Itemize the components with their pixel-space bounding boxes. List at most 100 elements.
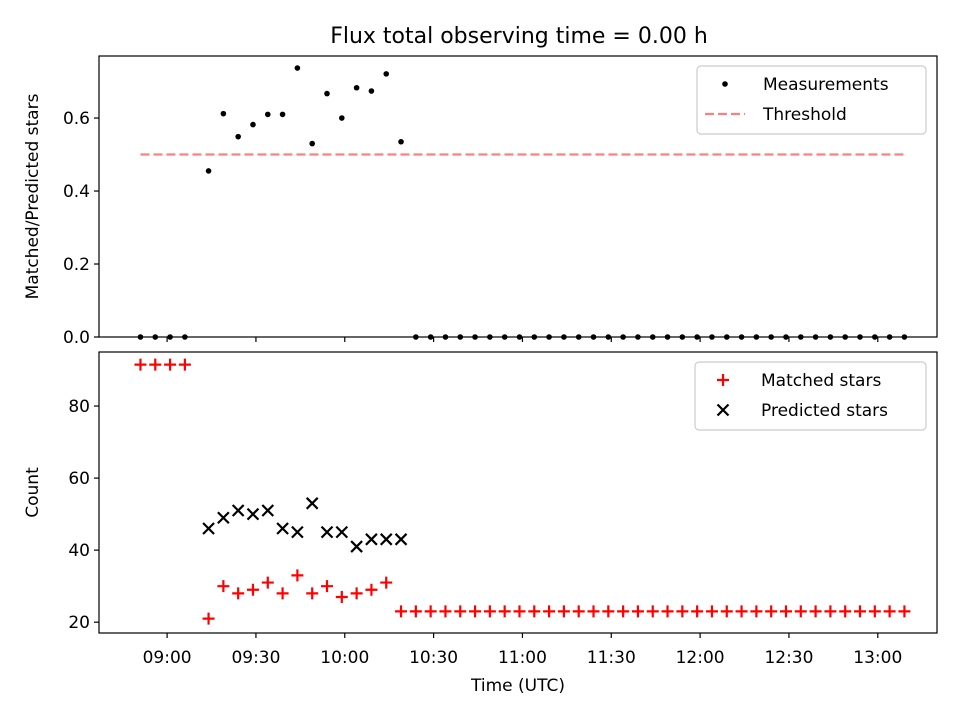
x-tick-label: 09:00 <box>143 648 192 668</box>
legend: Measurements Threshold <box>696 65 927 135</box>
chart-title: Flux total observing time = 0.00 h <box>330 24 708 49</box>
legend-label: Measurements <box>763 75 889 95</box>
data-point <box>661 605 674 618</box>
y-tick-label: 0.2 <box>63 255 90 275</box>
data-point <box>350 540 363 553</box>
data-point <box>294 65 301 71</box>
data-point <box>779 605 792 618</box>
data-point <box>617 605 630 618</box>
y-tick-label: 0.4 <box>63 182 90 202</box>
x-tick-label: 11:30 <box>587 648 636 668</box>
data-point <box>365 583 378 596</box>
legend-label: Predicted stars <box>761 401 888 421</box>
data-point <box>528 605 541 618</box>
legend-box <box>696 65 927 135</box>
data-point <box>631 605 644 618</box>
data-point <box>735 605 748 618</box>
data-point <box>205 168 212 174</box>
data-point <box>587 605 600 618</box>
data-point <box>854 605 867 618</box>
data-point <box>246 507 260 521</box>
data-point <box>750 605 763 618</box>
y-axis-label: Count <box>23 467 43 518</box>
count-panel: 20 40 60 80 09:00 09:30 10:00 10:30 11:00 11:30 12… <box>23 351 938 696</box>
x-tick-label: 13:00 <box>853 648 902 668</box>
data-point <box>383 71 390 77</box>
data-point <box>353 84 360 91</box>
data-point <box>217 511 230 524</box>
axes-frame <box>98 55 938 338</box>
axes-frame <box>98 351 938 634</box>
data-point <box>809 605 822 618</box>
data-point <box>409 605 422 618</box>
x-tick-label: 09:30 <box>231 648 280 668</box>
data-point <box>134 358 147 371</box>
data-point <box>324 90 330 97</box>
data-point <box>572 605 585 618</box>
data-point <box>368 88 375 94</box>
data-point <box>306 587 319 600</box>
x-tick-label: 12:30 <box>764 648 813 668</box>
data-point <box>232 587 245 600</box>
data-point <box>765 605 778 618</box>
data-point <box>868 605 881 618</box>
x-tick-label: 10:30 <box>409 648 458 668</box>
data-point <box>291 569 304 582</box>
data-point <box>379 533 393 546</box>
data-point <box>557 605 570 618</box>
data-point <box>691 605 704 618</box>
data-point <box>380 576 393 589</box>
data-point <box>513 605 526 618</box>
data-point <box>839 605 852 618</box>
x-axis-label: Time (UTC) <box>470 676 565 696</box>
y-tick-label: 60 <box>68 469 90 489</box>
data-point <box>439 605 452 618</box>
x-tick-label: 10:00 <box>320 648 369 668</box>
data-point <box>394 533 408 546</box>
legend-label: Matched stars <box>761 371 881 391</box>
data-point <box>794 605 807 618</box>
data-point <box>469 605 482 618</box>
y-tick-label: 20 <box>68 613 90 633</box>
data-point <box>231 504 245 517</box>
data-point <box>164 358 177 371</box>
data-point <box>235 133 241 140</box>
data-point <box>264 111 271 118</box>
legend-box <box>694 361 927 431</box>
legend-swatch <box>717 374 729 386</box>
data-point <box>543 605 556 618</box>
series-matched-stars <box>134 358 911 625</box>
data-point <box>646 605 659 618</box>
data-point <box>279 111 286 118</box>
data-point <box>261 504 275 517</box>
data-point <box>202 612 215 625</box>
data-point <box>246 583 259 596</box>
data-point <box>676 605 689 618</box>
data-point <box>602 605 615 618</box>
data-point <box>320 525 334 539</box>
data-point <box>276 522 289 535</box>
data-point <box>178 358 191 371</box>
data-point <box>335 590 348 603</box>
y-tick-label: 0.0 <box>63 328 90 348</box>
data-point <box>395 605 408 618</box>
data-point <box>339 115 345 121</box>
x-tick-label: 12:00 <box>676 648 725 668</box>
data-point <box>705 605 718 618</box>
data-point <box>398 138 404 145</box>
series-predicted-stars <box>202 497 408 553</box>
data-point <box>261 576 274 589</box>
y-tick-label: 0.6 <box>63 109 90 129</box>
data-point <box>720 605 733 618</box>
data-point <box>220 110 227 117</box>
data-point <box>321 580 334 593</box>
data-point <box>250 121 256 128</box>
data-point <box>305 497 319 510</box>
legend: Matched stars Predicted stars <box>694 361 927 431</box>
data-point <box>335 525 349 539</box>
data-point <box>291 525 304 539</box>
data-point <box>883 605 896 618</box>
y-axis-label: Matched/Predicted stars <box>23 93 43 299</box>
data-point <box>498 605 511 618</box>
